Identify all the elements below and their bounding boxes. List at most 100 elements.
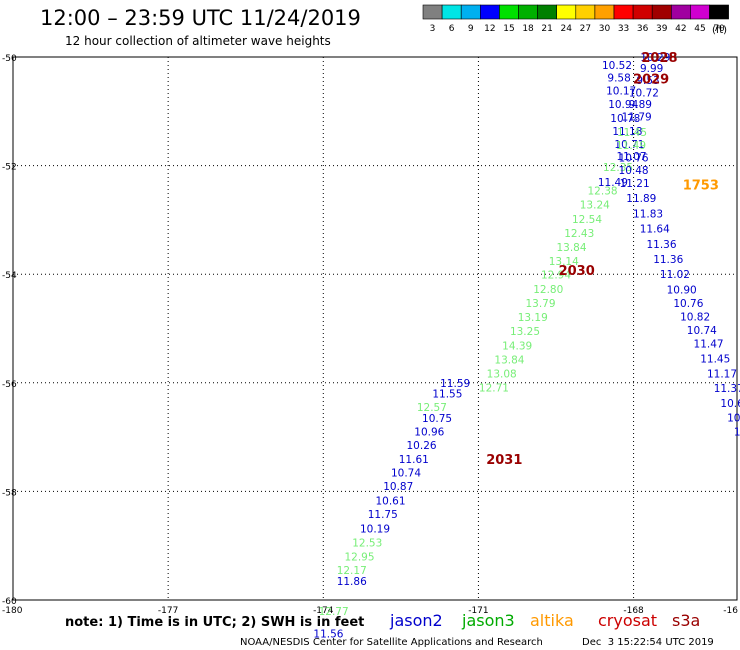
swh-value-label: 9.99 <box>640 63 663 75</box>
swh-value-label: 12.35 <box>603 162 633 174</box>
swh-value-label: 9.53 <box>636 75 659 87</box>
swh-value-label: 12.95 <box>344 552 374 564</box>
swh-value-label: 10.26 <box>407 440 437 452</box>
mission-label: jason3 <box>461 611 515 630</box>
mission-label: jason2 <box>389 611 443 630</box>
swh-value-label: 11.18 <box>612 126 642 138</box>
swh-value-label: 13.19 <box>518 312 548 324</box>
swh-value-label: 10.60 <box>720 398 740 410</box>
swh-value-label: 10.76 <box>673 298 703 310</box>
scale-tick-label: 12 <box>484 24 495 34</box>
color-scale-legend: 3 6 9 12 15 18 21 24 27 30 33 36 39 42 45 70 <box>422 4 729 34</box>
swh-value-label: 12.80 <box>533 284 563 296</box>
scale-swatch <box>709 4 729 20</box>
swh-value-label: 9.58 <box>607 73 630 85</box>
swh-value-label: 10.72 <box>629 87 659 99</box>
scale-swatch <box>518 4 538 20</box>
swh-value-label: 11.86 <box>337 576 367 588</box>
data-points: 10.529.5810.1710.9410.7811.1810.7111.071… <box>313 52 740 641</box>
mission-label: cryosat <box>598 611 657 630</box>
x-tick-label: -168 <box>623 606 644 616</box>
scale-swatch <box>479 4 500 20</box>
chart-subtitle: 12 hour collection of altimeter wave hei… <box>65 34 331 48</box>
scale-tick-label: 30 <box>599 24 611 34</box>
swh-value-label: 10.75 <box>422 413 452 425</box>
mission-label: s3a <box>672 611 700 630</box>
y-tick-label: -52 <box>2 163 17 173</box>
swh-value-label: 10.58 <box>727 413 740 425</box>
swh-value-label: 11.07 <box>616 151 646 163</box>
swh-value-label: 11.47 <box>694 339 724 351</box>
mission-legend: jason2 jason3 altika cryosat s3a <box>389 611 700 630</box>
swh-value-label: 13.84 <box>494 354 524 366</box>
scale-swatch <box>556 4 577 20</box>
swh-value-label: 12.71 <box>479 383 509 395</box>
y-tick-label: -60 <box>2 597 17 607</box>
footer-timestamp: Dec 3 15:22:54 UTC 2019 <box>582 637 714 648</box>
swh-value-label: 10.76 <box>619 152 649 164</box>
swh-value-label: 12.17 <box>337 565 367 577</box>
scale-swatch <box>670 4 691 20</box>
swh-value-label: 12.43 <box>564 228 594 240</box>
swh-value-label: 11.75 <box>368 509 398 521</box>
swh-value-label: 11.56 <box>313 629 343 641</box>
swh-value-label: 13.79 <box>525 298 555 310</box>
scale-tick-label: 36 <box>637 24 649 34</box>
swh-value-label: 10.29 <box>640 52 670 64</box>
swh-value-label: 13.08 <box>487 369 517 381</box>
swh-value-label: 10.94 <box>608 99 638 111</box>
scale-swatch <box>441 4 462 20</box>
swh-value-label: 11.45 <box>700 353 730 365</box>
swh-value-label: 11.36 <box>653 254 683 266</box>
swh-value-label: 11.59 <box>440 378 470 390</box>
swh-value-label: 10.71 <box>614 139 644 151</box>
scale-tick-label: 33 <box>618 24 629 34</box>
scale-unit: (ft) <box>712 25 727 36</box>
swh-value-label: 10.74 <box>687 325 717 337</box>
track-id-label: 2029 <box>633 73 669 88</box>
track-id-label: 1753 <box>683 179 719 194</box>
swh-value-label: 10.90 <box>667 284 697 296</box>
swh-value-label: 10.17 <box>606 86 636 98</box>
swh-value-label: 10.19 <box>360 523 390 535</box>
scale-tick-label: 18 <box>522 24 534 34</box>
scale-tick-label: 42 <box>675 24 686 34</box>
y-tick-label: -56 <box>2 380 17 390</box>
grid <box>12 56 738 601</box>
swh-value-label: 11.49 <box>616 140 646 152</box>
swh-value-label: 11.21 <box>620 178 650 190</box>
scale-tick-label: 9 <box>468 24 474 34</box>
swh-value-label: 13.14 <box>549 256 579 268</box>
swh-value-label: 13.25 <box>510 326 540 338</box>
swh-value-label: 12.77 <box>319 606 349 618</box>
scale-swatch <box>594 4 615 20</box>
swh-value-label: 11.45 <box>617 127 647 139</box>
scale-tick-label: 3 <box>430 24 436 34</box>
y-tick-label: -58 <box>2 488 17 498</box>
swh-value-label: 10.78 <box>610 113 640 125</box>
scale-tick-label: 24 <box>561 24 573 34</box>
swh-value-label: 12.57 <box>417 402 447 414</box>
y-tick-label: -50 <box>2 54 17 64</box>
scale-swatch <box>575 4 596 20</box>
chart-title: 12:00 – 23:59 UTC 11/24/2019 <box>40 6 361 30</box>
swh-value-label: 11.02 <box>660 269 690 281</box>
x-tick-label: -16 <box>723 606 738 616</box>
swh-value-label: 14.39 <box>502 340 532 352</box>
swh-value-label: 12.53 <box>352 537 382 549</box>
swh-value-label: 10.61 <box>375 496 405 508</box>
swh-value-label: 11.55 <box>432 389 462 401</box>
track-id-label: 2028 <box>641 51 677 66</box>
swh-value-label: 11.83 <box>633 208 663 220</box>
swh-value-label: 11.49 <box>598 177 628 189</box>
y-tick-label: -54 <box>2 271 17 281</box>
swh-value-label: 13.84 <box>556 242 586 254</box>
swh-value-label: 10.22 <box>734 427 740 439</box>
axis-labels: -50 -52 -54 -56 -58 -60-180 -177 -174 -171 -168 -1… <box>2 54 738 616</box>
footer-note: note: 1) Time is in UTC; 2) SWH is in fe… <box>65 615 364 630</box>
scale-swatch <box>422 4 443 20</box>
scale-swatch <box>690 4 710 20</box>
swh-value-label: 10.96 <box>414 427 444 439</box>
mission-label: altika <box>530 611 574 630</box>
